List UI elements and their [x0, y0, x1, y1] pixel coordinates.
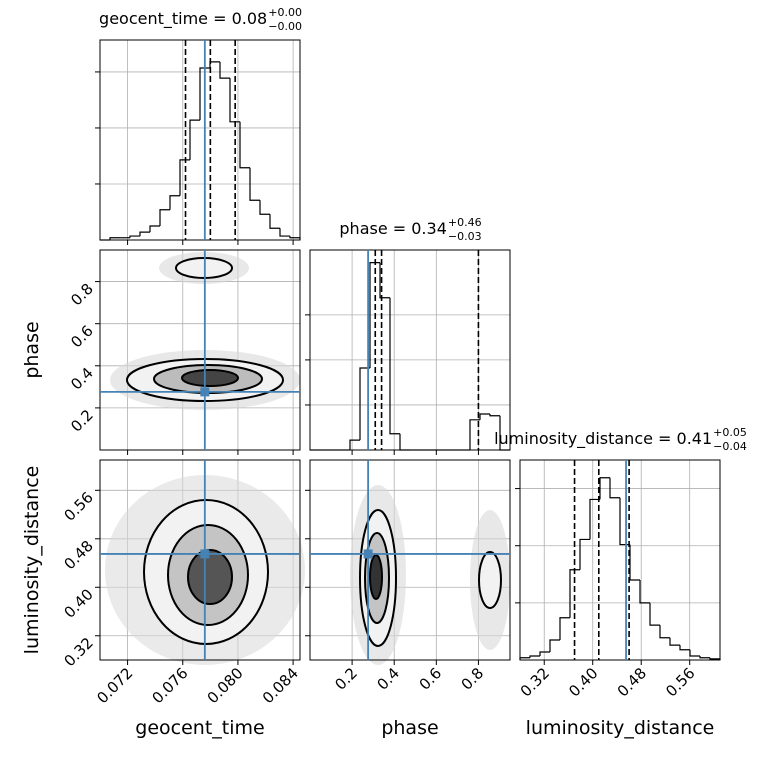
histogram-step: [139, 231, 150, 237]
histogram-step: [259, 200, 270, 215]
truth-marker: [200, 549, 210, 559]
axes-frame: [99, 39, 301, 241]
x-tick-label: 0.40: [565, 664, 601, 700]
title-lower: −0.00: [268, 20, 302, 33]
histogram-step: [389, 297, 400, 435]
histogram-step: [469, 419, 480, 450]
y-tick-label: 0.6: [67, 322, 97, 352]
histogram-step: [369, 262, 380, 369]
histogram-step: [359, 367, 370, 441]
y-tick-label: 0.40: [60, 585, 96, 621]
histogram-step: [479, 413, 490, 420]
histogram-step: [159, 209, 170, 226]
histogram-step: [629, 544, 640, 581]
histogram-step: [179, 159, 190, 196]
histogram-step: [249, 167, 260, 201]
histogram-step: [499, 415, 510, 451]
y-axis-label: phase: [21, 321, 43, 378]
axes-frame: [99, 249, 301, 451]
y-tick-label: 0.8: [67, 280, 97, 310]
histogram-step: [559, 617, 570, 640]
y-tick-label: 0.56: [60, 488, 96, 524]
histogram-step: [379, 262, 390, 299]
histogram-step: [279, 228, 290, 237]
histogram-step: [569, 569, 580, 618]
density-layer: [105, 252, 510, 665]
histogram-step: [489, 413, 500, 417]
histogram-step: [289, 236, 301, 240]
truth-marker: [363, 549, 373, 559]
x-axis-label: luminosity_distance: [526, 717, 715, 739]
histogram-step: [239, 121, 250, 169]
y-tick-label: 0.32: [60, 634, 96, 670]
histogram-step: [129, 235, 140, 238]
histogram-step: [169, 195, 180, 210]
histogram-step: [229, 78, 240, 123]
x-tick-label: 0.080: [204, 664, 247, 707]
histogram-step: [199, 67, 210, 121]
histogram-step: [269, 214, 280, 229]
histogram-step: [709, 657, 721, 660]
histogram-step: [679, 645, 690, 651]
histogram-step: [639, 580, 650, 604]
histogram-step: [649, 602, 660, 626]
title-upper: +0.00: [268, 6, 302, 19]
title-lower: −0.03: [448, 230, 482, 243]
x-tick-label: 0.32: [517, 664, 553, 700]
histogram-step: [549, 639, 560, 652]
axes-frame: [519, 459, 721, 661]
histogram-step: [109, 237, 120, 240]
histogram-step: [689, 649, 700, 657]
contour: [181, 369, 239, 387]
truth-marker: [200, 387, 210, 397]
contour: [187, 549, 233, 605]
x-tick-label: 0.072: [93, 664, 136, 707]
histogram-step: [209, 61, 220, 69]
x-tick-label: 0.48: [614, 664, 650, 700]
contour: [478, 551, 502, 609]
histogram-step: [699, 656, 710, 659]
y-tick-label: 0.2: [67, 406, 97, 436]
x-tick-label: 0.56: [662, 664, 698, 700]
histogram-step: [219, 61, 230, 79]
y-tick-label: 0.4: [67, 364, 97, 394]
x-tick-label: 0.8: [458, 664, 488, 694]
x-tick-label: 0.6: [416, 664, 446, 694]
contour: [369, 554, 383, 600]
histogram-step: [669, 637, 680, 646]
title-lower: −0.04: [713, 440, 747, 453]
histogram-step: [659, 625, 670, 639]
x-tick-label: 0.084: [259, 664, 302, 707]
axes-frame: [99, 459, 301, 661]
histogram-step: [189, 119, 200, 160]
x-axis-label: phase: [381, 717, 438, 739]
histogram-step: [529, 655, 540, 658]
histogram-step: [609, 477, 620, 499]
histogram-step: [579, 538, 590, 570]
histogram-step: [589, 498, 600, 540]
y-tick-label: 0.48: [60, 537, 96, 573]
histogram-step: [149, 225, 160, 233]
panel-title: phase = 0.34: [339, 219, 446, 238]
histogram-step: [349, 439, 360, 450]
title-upper: +0.46: [448, 216, 482, 229]
panel-title: luminosity_distance = 0.41: [494, 429, 712, 449]
title-upper: +0.05: [713, 426, 747, 439]
histogram-step: [539, 651, 550, 656]
histogram-step: [599, 477, 610, 500]
histogram-step: [399, 433, 410, 451]
x-tick-label: 0.2: [331, 664, 361, 694]
x-tick-label: 0.4: [373, 664, 403, 694]
histogram-step: [519, 657, 530, 660]
panel-title: geocent_time = 0.08: [99, 9, 267, 29]
x-axis-label: geocent_time: [135, 717, 264, 739]
x-tick-label: 0.076: [148, 664, 191, 707]
axes-frame: [309, 459, 511, 661]
y-axis-label: luminosity_distance: [21, 466, 43, 655]
